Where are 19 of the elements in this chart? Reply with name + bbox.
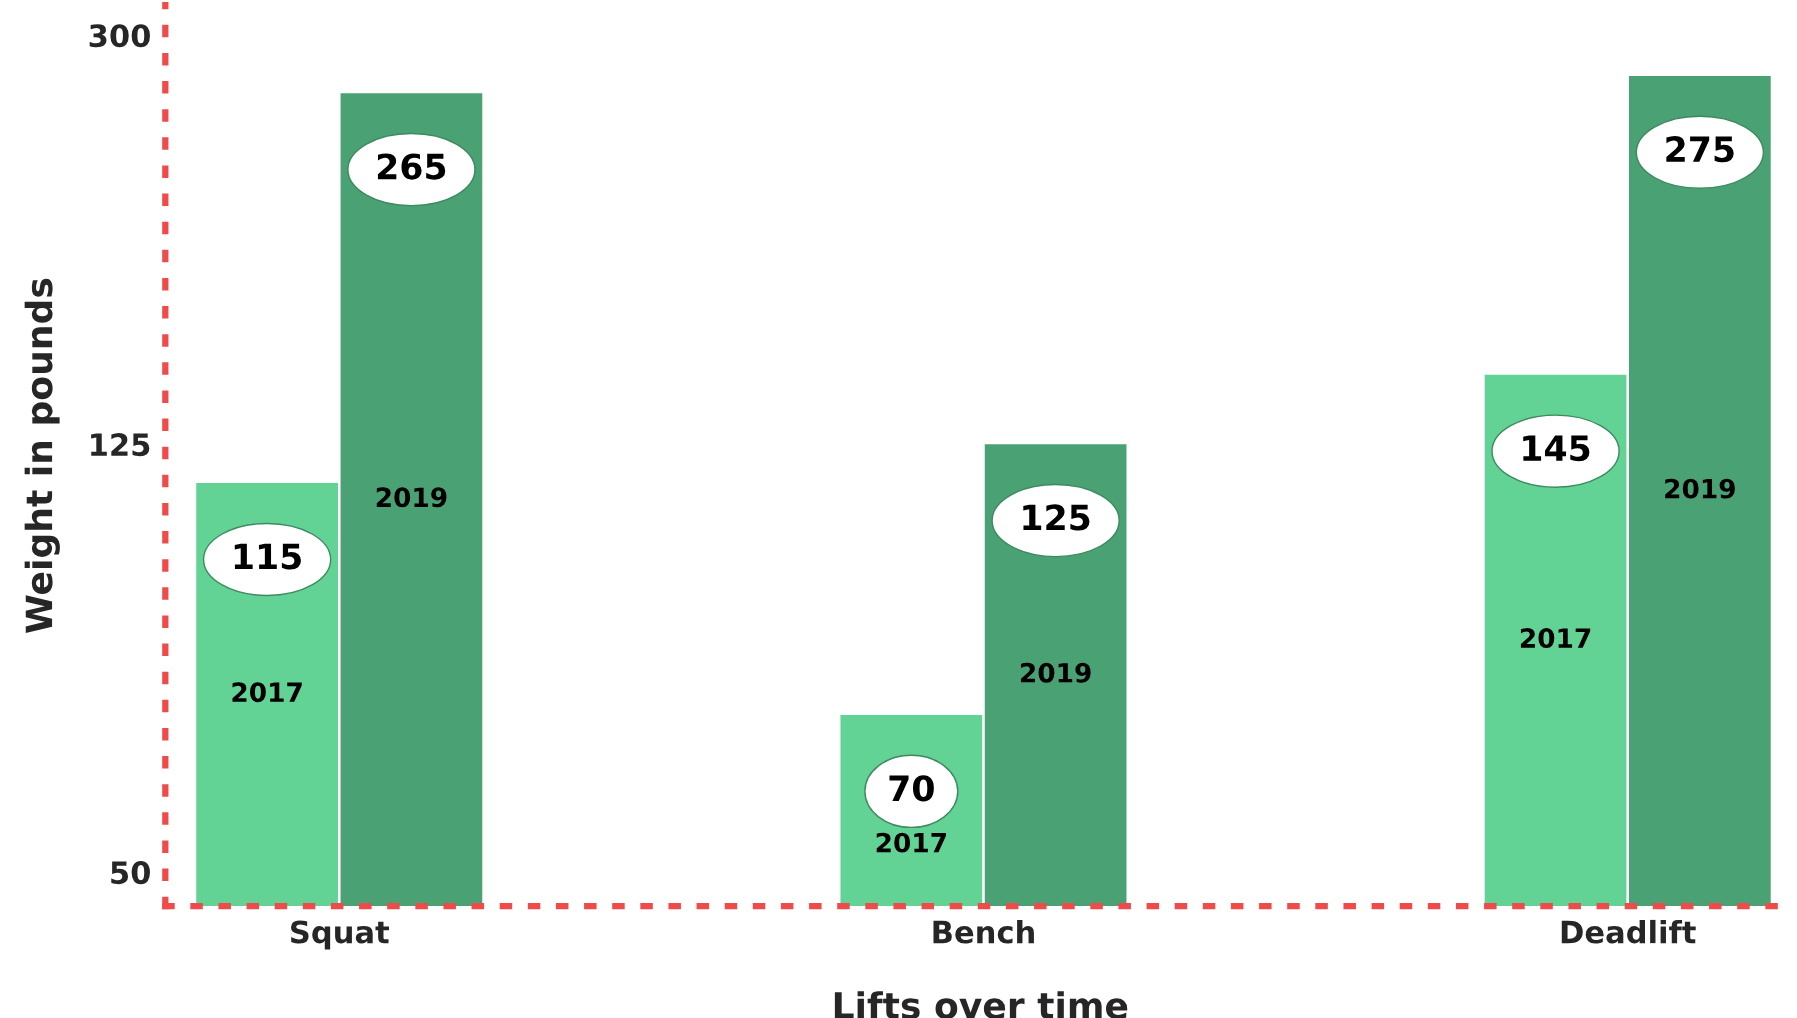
data-label: 275 [1666,136,1734,163]
text: 2017 [1520,628,1591,649]
y-tick-label: 50 [111,861,150,885]
data-label: 125 [1023,504,1090,531]
data-label: 145 [1523,435,1590,462]
data-label: 70 [889,775,934,802]
series-label: 2017 [232,682,302,703]
data-label: 115 [234,543,301,570]
series-label: 2019 [1665,478,1735,499]
y-axis-title: Weight in pounds [24,278,60,633]
text: 2019 [376,487,447,508]
x-tick-label: Squat [291,920,389,950]
text: 2019 [1021,662,1091,683]
y-tick-label: 125 [91,433,150,457]
x-tick-label: Bench [933,919,1034,944]
y-tick-label: 300 [89,24,150,48]
text: 2017 [876,832,946,853]
x-tick-label: Deadlift [1561,919,1696,944]
data-label: 265 [377,153,446,180]
